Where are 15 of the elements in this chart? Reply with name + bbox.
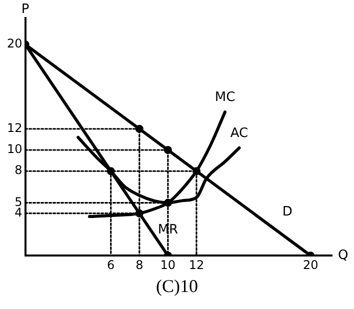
y-axis-title: P bbox=[21, 2, 30, 17]
x-tick-label: 12 bbox=[188, 258, 204, 272]
series-label: AC bbox=[230, 126, 248, 141]
x-tick-label: 6 bbox=[107, 258, 115, 272]
y-tick-label: 8 bbox=[14, 163, 22, 178]
y-tick-label: 20 bbox=[6, 36, 22, 51]
x-axis-title: Q bbox=[338, 248, 348, 263]
y-tick-label: 10 bbox=[6, 142, 22, 156]
text: (C)10 bbox=[155, 276, 199, 297]
series-label: D bbox=[282, 204, 292, 220]
x-tick-label: 10 bbox=[160, 258, 176, 272]
series-label: MC bbox=[214, 90, 236, 105]
x-tick-label: 8 bbox=[136, 258, 144, 272]
x-tick-label: 20 bbox=[302, 258, 318, 272]
y-tick-label: 12 bbox=[6, 121, 22, 136]
